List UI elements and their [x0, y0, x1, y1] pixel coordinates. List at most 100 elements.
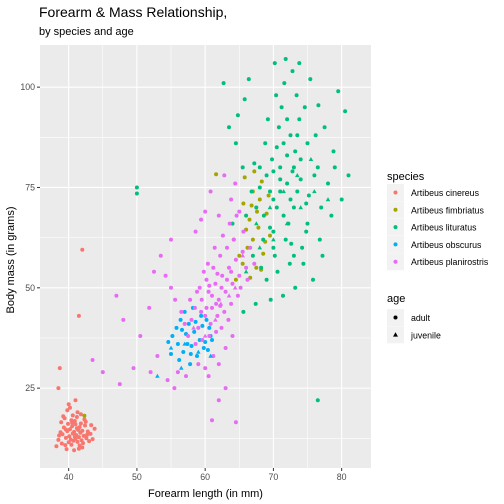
data-point	[173, 297, 178, 302]
data-point	[317, 237, 322, 242]
data-point	[72, 448, 77, 453]
legend-label: Artibeus cinereus	[411, 188, 480, 198]
data-point	[238, 285, 243, 290]
data-point	[225, 277, 229, 282]
legend-swatch	[393, 259, 398, 264]
data-point	[259, 179, 264, 184]
data-point-juvenile	[213, 317, 218, 322]
data-point	[197, 285, 202, 290]
data-point	[204, 305, 209, 310]
data-point	[274, 93, 279, 98]
data-point	[223, 289, 228, 294]
data-point	[295, 133, 300, 138]
data-point	[200, 338, 205, 342]
data-point	[343, 109, 348, 114]
data-point	[304, 201, 309, 206]
data-point	[290, 69, 295, 74]
data-point-juvenile	[155, 373, 160, 378]
data-point	[188, 352, 193, 356]
data-point	[316, 103, 321, 108]
data-point	[250, 253, 255, 258]
data-point	[233, 277, 238, 282]
data-point	[219, 285, 224, 290]
data-point	[165, 378, 170, 383]
data-point	[223, 386, 228, 391]
legend: species Artibeus cinereus Artibeus fimbria…	[387, 171, 489, 344]
data-point	[201, 346, 206, 350]
data-point	[240, 165, 245, 170]
data-point	[193, 229, 198, 234]
data-point	[92, 426, 97, 431]
data-point	[234, 213, 239, 218]
data-point	[182, 321, 187, 326]
data-point	[189, 317, 194, 322]
x-tick-label: 80	[337, 472, 347, 482]
data-point	[215, 313, 220, 318]
data-point	[206, 374, 211, 379]
data-point	[281, 213, 286, 218]
data-point	[268, 189, 272, 194]
data-point	[329, 213, 334, 218]
data-point	[278, 177, 283, 182]
data-point	[59, 441, 64, 446]
legend-label: Artibeus fimbriatus	[411, 205, 484, 215]
data-point	[78, 412, 83, 417]
data-point	[229, 269, 234, 274]
data-point	[72, 429, 77, 434]
data-point	[227, 221, 232, 226]
data-point	[204, 317, 209, 322]
data-point	[163, 273, 168, 278]
data-point-juvenile	[232, 285, 238, 290]
data-point	[288, 133, 293, 138]
data-point-juvenile	[202, 333, 208, 338]
data-point	[271, 169, 276, 174]
data-point	[306, 193, 311, 198]
data-point	[257, 185, 262, 190]
data-point	[73, 398, 78, 403]
data-point-juvenile	[284, 221, 290, 226]
data-point	[281, 141, 286, 146]
data-point	[264, 277, 269, 282]
data-point	[169, 352, 173, 356]
data-point-juvenile	[196, 349, 201, 354]
data-point	[88, 431, 93, 436]
data-point	[80, 445, 85, 450]
data-point	[297, 117, 302, 122]
y-tick-label: 75	[25, 182, 35, 192]
data-point	[66, 402, 71, 407]
data-point	[81, 441, 85, 446]
data-point	[305, 221, 310, 226]
data-point	[210, 338, 214, 342]
data-point	[265, 117, 270, 122]
data-point	[70, 424, 75, 429]
data-point-juvenile	[271, 237, 276, 242]
data-point	[326, 181, 330, 186]
data-point	[186, 321, 191, 326]
data-point	[332, 165, 337, 170]
data-point	[322, 125, 327, 130]
data-point	[216, 213, 221, 218]
data-point	[222, 173, 227, 178]
data-point	[175, 370, 180, 375]
data-point	[295, 189, 300, 194]
data-point	[84, 436, 89, 441]
data-point	[158, 253, 163, 258]
data-point	[320, 253, 325, 258]
data-point	[226, 317, 231, 322]
data-point	[252, 161, 257, 166]
data-point	[263, 141, 268, 146]
data-point	[261, 213, 266, 218]
data-point	[85, 429, 90, 434]
data-point	[311, 277, 315, 282]
data-point	[181, 350, 186, 354]
data-point	[205, 348, 210, 352]
data-point	[298, 177, 303, 182]
data-point-juvenile	[295, 173, 300, 178]
data-point	[346, 173, 351, 178]
data-point	[172, 386, 177, 391]
data-point-juvenile	[325, 197, 331, 202]
data-point	[255, 209, 259, 214]
legend-swatch	[393, 225, 398, 230]
y-axis: 25 50 75 100	[20, 82, 40, 393]
data-point	[147, 305, 152, 310]
